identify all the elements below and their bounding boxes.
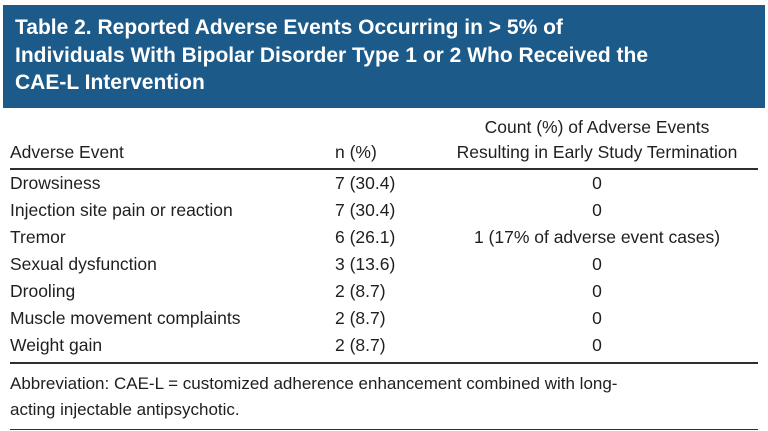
table-header-row: Adverse Event n (%) Count (%) of Adverse… [10,115,758,164]
cell-termination: 0 [592,254,602,275]
bottom-rule [10,429,758,431]
cell-adverse-event: Tremor [10,227,66,248]
table-footnote: Abbreviation: CAE-L = customized adheren… [10,364,758,427]
footer-rule [10,362,758,365]
cell-n-percent: 2 (8.7) [335,308,386,329]
cell-termination: 0 [592,308,602,329]
footnote-line-1: Abbreviation: CAE-L = customized adheren… [10,374,618,394]
cell-termination: 0 [592,173,602,194]
column-header-termination: Count (%) of Adverse Events Resulting in… [436,115,758,164]
cell-termination: 1 (17% of adverse event cases) [473,227,721,248]
cell-n-percent: 6 (26.1) [335,227,396,248]
cell-adverse-event: Drowsiness [10,173,101,194]
cell-adverse-event: Drooling [10,281,76,302]
cell-termination: 0 [592,335,602,356]
table-row: Weight gain 2 (8.7) 0 [10,332,758,359]
table-row: Injection site pain or reaction 7 (30.4)… [10,197,758,224]
table-body: Adverse Event n (%) Count (%) of Adverse… [0,115,768,431]
table-row: Tremor 6 (26.1) 1 (17% of adverse event … [10,224,758,251]
table-row: Sexual dysfunction 3 (13.6) 0 [10,251,758,278]
column-header-adverse-event: Adverse Event [10,141,124,162]
table-title-line-3: CAE-L Intervention [15,71,205,95]
cell-n-percent: 2 (8.7) [335,281,386,302]
cell-adverse-event: Sexual dysfunction [10,254,157,275]
table-row: Muscle movement complaints 2 (8.7) 0 [10,305,758,332]
table-title-banner: Table 2. Reported Adverse Events Occurri… [3,5,765,109]
cell-n-percent: 7 (30.4) [335,173,396,194]
cell-n-percent: 3 (13.6) [335,254,396,275]
cell-n-percent: 2 (8.7) [335,335,386,356]
table-title-line-1: Table 2. Reported Adverse Events Occurri… [15,16,563,39]
cell-adverse-event: Injection site pain or reaction [10,200,233,221]
column-header-n-percent: n (%) [335,141,377,162]
table-row: Drooling 2 (8.7) 0 [10,278,758,305]
table-row: Drowsiness 7 (30.4) 0 [10,170,758,197]
cell-adverse-event: Weight gain [10,335,103,356]
footnote-line-2: acting injectable antipsychotic. [10,399,240,419]
cell-termination: 0 [592,200,602,221]
column-header-termination-line-1: Count (%) of Adverse Events [484,117,710,138]
column-header-termination-line-2: Resulting in Early Study Termination [456,141,738,162]
header-rule [10,168,758,171]
cell-adverse-event: Muscle movement complaints [10,308,241,329]
cell-termination: 0 [592,281,602,302]
table-title-line-2: Individuals With Bipolar Disorder Type 1… [15,43,649,67]
cell-n-percent: 7 (30.4) [335,200,396,221]
